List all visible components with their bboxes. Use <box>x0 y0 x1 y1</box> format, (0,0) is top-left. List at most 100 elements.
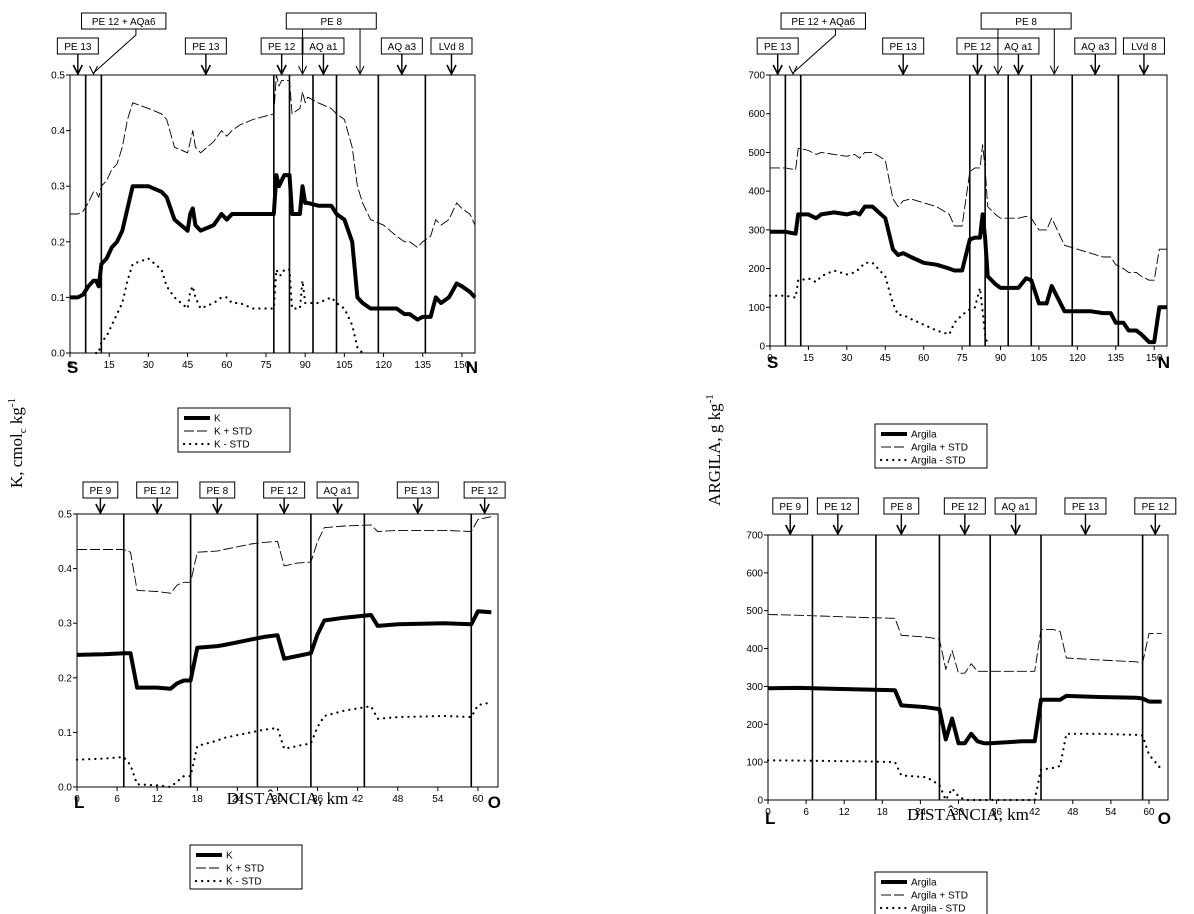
x-tick-label: 45 <box>182 360 194 371</box>
unit-arrowhead <box>212 503 223 515</box>
y-tick-label: 700 <box>746 531 763 542</box>
y-tick-label: 0.1 <box>58 728 72 739</box>
x-tick-label: 54 <box>1105 807 1117 818</box>
direction-left: S <box>767 353 778 372</box>
unit-label: PE 13 <box>192 42 220 53</box>
legend-label: Argila + STD <box>911 443 968 454</box>
x-tick-label: 48 <box>1067 807 1079 818</box>
series-line-k-std <box>75 701 493 789</box>
unit-label: PE 12 <box>1142 502 1170 513</box>
x-tick-label: 150 <box>1146 353 1163 364</box>
unit-label-box <box>980 12 1072 30</box>
legend-label: K <box>226 851 233 862</box>
y-tick-label: 0 <box>759 342 765 353</box>
x-tick-label: 0 <box>74 794 80 805</box>
unit-arrowhead <box>772 64 783 76</box>
x-tick-label: 36 <box>991 807 1003 818</box>
legend-label: K - STD <box>214 440 250 451</box>
unit-arrowhead <box>972 64 983 76</box>
x-tick-label: 105 <box>1031 353 1048 364</box>
x-tick-label: 0 <box>67 360 73 371</box>
legend-label: K <box>214 414 221 425</box>
x-tick-label: 75 <box>957 353 969 364</box>
legend-label: Argila - STD <box>911 904 965 914</box>
unit-arrowhead <box>1090 64 1101 76</box>
unit-label: PE 12 <box>824 502 852 513</box>
direction-right: O <box>488 793 501 812</box>
unit-arrowhead <box>1013 64 1024 76</box>
x-tick-label: 30 <box>841 353 853 364</box>
x-tick-label: 36 <box>312 794 324 805</box>
x-tick-label: 24 <box>915 807 927 818</box>
x-tick-label: 60 <box>918 353 930 364</box>
x-tick-label: 60 <box>472 794 484 805</box>
x-tick-label: 24 <box>232 794 244 805</box>
unit-label-box <box>780 12 866 30</box>
plot-frame <box>76 513 499 788</box>
legend-label: Argila - STD <box>911 456 965 467</box>
x-tick-label: 135 <box>414 360 431 371</box>
unit-label: PE 13 <box>764 42 792 53</box>
x-tick-label: 15 <box>104 360 116 371</box>
unit-label: PE 12 + AQa6 <box>92 17 156 28</box>
y-tick-label: 0.1 <box>51 293 65 304</box>
legend-label: Argila <box>911 878 937 889</box>
y-tick-label: 300 <box>748 225 765 236</box>
x-tick-label: 42 <box>352 794 364 805</box>
direction-left: L <box>765 809 775 828</box>
x-tick-label: 135 <box>1107 353 1124 364</box>
unit-arrowhead <box>785 524 796 536</box>
unit-arrowhead <box>276 64 287 76</box>
panel-k-sn: 0.0 0.1 0.2 0.3 0.4 0.5 0 15 30 45 60 75 90 105 120 135… <box>51 12 478 453</box>
unit-label: PE 13 <box>890 42 918 53</box>
y-tick-label: 0.2 <box>51 237 65 248</box>
unit-label: PE 8 <box>320 17 342 28</box>
x-tick-label: 12 <box>152 794 164 805</box>
plot-frame <box>767 534 1169 801</box>
unit-label: AQ a1 <box>1001 502 1030 513</box>
x-tick-label: 30 <box>143 360 155 371</box>
series-line-argila-std <box>767 614 1162 674</box>
y-tick-label: 500 <box>746 606 763 617</box>
plot-frame <box>769 74 1168 347</box>
legend-label: K + STD <box>214 427 252 438</box>
unit-label: PE 12 + AQa6 <box>791 17 855 28</box>
y-tick-label: 500 <box>748 148 765 159</box>
axis-labels: K, cmolc kg-1 ARGILA, g kg-1 <box>6 394 724 506</box>
y-tick-label: 0.0 <box>51 349 65 360</box>
direction-left: S <box>67 358 78 377</box>
unit-label: AQ a1 <box>323 486 352 497</box>
legend-label: K + STD <box>226 864 264 875</box>
unit-arrowhead <box>446 64 457 76</box>
unit-arrowhead <box>412 503 424 515</box>
x-tick-label: 60 <box>221 360 233 371</box>
x-tick-label: 30 <box>953 807 965 818</box>
legend-label: K - STD <box>226 877 262 888</box>
unit-arrowhead <box>95 503 106 515</box>
unit-arrowhead <box>332 503 343 515</box>
y-tick-label: 700 <box>748 71 765 82</box>
unit-arrowhead <box>298 65 307 76</box>
y-tick-label: 0.0 <box>58 783 72 794</box>
x-tick-label: 90 <box>300 360 312 371</box>
x-tick-label: 0 <box>765 807 771 818</box>
unit-label: PE 13 <box>404 486 432 497</box>
unit-arrowhead <box>1138 64 1150 76</box>
unit-arrowhead <box>993 65 1003 76</box>
x-tick-label: 12 <box>839 807 851 818</box>
unit-arrowhead <box>1010 524 1021 536</box>
unit-label-box <box>81 12 167 30</box>
series-line-argila-std <box>770 144 1167 281</box>
y-tick-label: 0.4 <box>58 564 72 575</box>
unit-label: PE 8 <box>1015 17 1037 28</box>
unit-label: LVd 8 <box>439 42 465 53</box>
series-line-argila-std <box>768 261 989 348</box>
y-tick-label: 300 <box>746 682 763 693</box>
unit-arrowhead <box>896 524 907 536</box>
legend-label: Argila <box>911 430 937 441</box>
direction-right: N <box>466 358 478 377</box>
unit-label: LVd 8 <box>1131 42 1157 53</box>
y-tick-label: 0.3 <box>58 619 72 630</box>
unit-arrow <box>792 29 836 74</box>
x-tick-label: 105 <box>336 360 353 371</box>
